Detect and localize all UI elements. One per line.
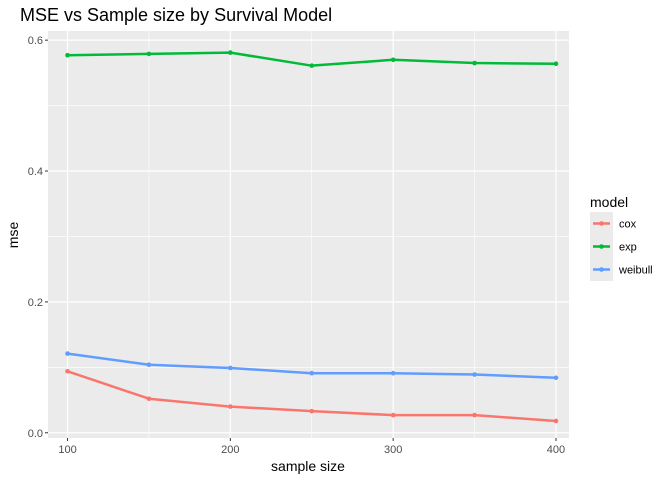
- x-tick-label: 200: [221, 444, 239, 456]
- data-point-weibull: [65, 351, 70, 356]
- chart-title: MSE vs Sample size by Survival Model: [20, 5, 332, 25]
- legend-label-weibull: weibull: [618, 265, 653, 277]
- data-point-cox: [65, 368, 70, 374]
- data-point-exp: [553, 61, 559, 67]
- data-point-exp: [228, 50, 233, 55]
- legend-key-point-weibull: [599, 267, 604, 272]
- y-tick-label: 0.0: [28, 428, 43, 440]
- x-tick-label: 300: [384, 444, 402, 456]
- legend-key-point-cox: [599, 221, 604, 226]
- x-axis-title: sample size: [271, 458, 345, 474]
- x-tick-label: 100: [58, 444, 76, 456]
- data-point-weibull: [146, 362, 152, 368]
- data-point-exp: [65, 52, 70, 58]
- data-point-weibull: [228, 365, 233, 371]
- data-point-exp: [472, 60, 477, 66]
- data-point-weibull: [472, 372, 477, 377]
- legend: model cox exp weibull: [590, 194, 653, 281]
- y-tick-label: 0.6: [28, 35, 43, 47]
- data-point-exp: [146, 51, 152, 57]
- legend-label-cox: cox: [619, 219, 637, 231]
- data-point-weibull: [553, 375, 559, 381]
- data-point-exp: [309, 63, 315, 68]
- data-point-cox: [146, 396, 152, 402]
- major-gridlines: [48, 31, 569, 438]
- data-point-weibull: [309, 370, 315, 376]
- data-point-cox: [228, 404, 233, 409]
- data-point-cox: [553, 418, 559, 424]
- x-tick-label: 400: [547, 444, 565, 456]
- data-point-exp: [390, 57, 396, 63]
- legend-key-point-exp: [599, 244, 604, 249]
- data-point-cox: [390, 412, 396, 418]
- data-point-cox: [472, 412, 477, 418]
- series-lines: [65, 50, 559, 424]
- y-tick-label: 0.4: [28, 166, 43, 178]
- plot-panel: [48, 31, 569, 438]
- data-point-cox: [309, 408, 315, 414]
- legend-label-exp: exp: [619, 242, 637, 254]
- legend-title: model: [590, 194, 628, 210]
- minor-gridlines: [48, 31, 569, 438]
- y-tick-label: 0.2: [28, 297, 43, 309]
- y-axis-title: mse: [5, 222, 21, 249]
- data-point-weibull: [390, 370, 396, 376]
- axis-ticks: 100 200 300 400 0.0 0.2 0.4 0.6: [28, 35, 565, 456]
